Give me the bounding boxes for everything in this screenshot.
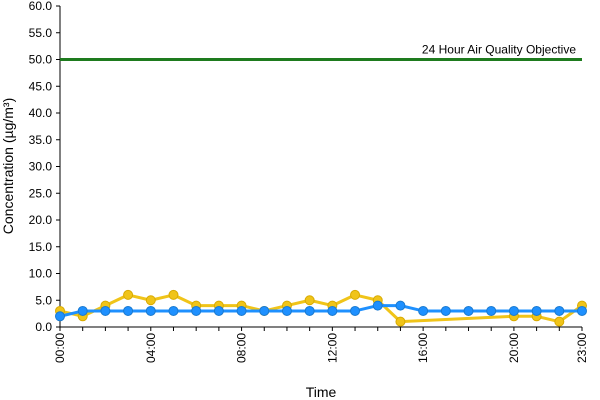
series-2-point: [486, 305, 497, 316]
series-2-point: [236, 305, 247, 316]
series-2-point: [100, 305, 111, 316]
plot-area: 0.0 5.0 10.0 15.0 20.0 25.0 30.0 35.0 40.0 45.0 50…: [29, 0, 589, 363]
series-1-line: [59, 293, 583, 324]
series-1-point: [123, 289, 134, 300]
y-axis-title: Concentration (µg/m³): [0, 98, 16, 234]
y-tick-label: 30.0: [29, 160, 53, 174]
series-1-point: [168, 289, 179, 300]
series-2-line: [59, 304, 582, 318]
series-2-point: [191, 305, 202, 316]
series-2-point: [395, 300, 406, 311]
y-tick-label: 35.0: [29, 133, 53, 147]
series-1-point: [395, 316, 406, 327]
series-2-point: [145, 305, 156, 316]
series-2-point: [304, 305, 315, 316]
series-1-point: [304, 295, 315, 306]
series-1-point: [350, 289, 361, 300]
series-2-point: [372, 300, 383, 311]
x-tick-label: 23:00: [575, 333, 589, 363]
series-2-point: [463, 305, 474, 316]
y-tick-label: 15.0: [29, 240, 53, 254]
x-axis-title: Time: [306, 384, 337, 400]
y-tick-label: 40.0: [29, 106, 53, 120]
x-tick-label: 20:00: [507, 333, 521, 363]
objective-label: 24 Hour Air Quality Objective: [422, 43, 576, 57]
series-2-point: [259, 305, 270, 316]
x-tick-label: 04:00: [144, 333, 158, 363]
series-2-point: [418, 305, 429, 316]
series-2-point: [77, 305, 88, 316]
series-2-point: [554, 305, 565, 316]
y-tick-label: 20.0: [29, 213, 53, 227]
series-2-point: [531, 305, 542, 316]
series-2-point: [55, 311, 65, 322]
series-2-point: [508, 305, 519, 316]
series-1-point: [145, 295, 156, 306]
x-tick-label: 00:00: [53, 333, 67, 363]
y-tick-label: 45.0: [29, 79, 53, 93]
y-tick-label: 0.0: [35, 320, 52, 334]
series-2-point: [213, 305, 224, 316]
x-tick-label: 16:00: [416, 333, 430, 363]
series-2-point: [168, 305, 179, 316]
x-tick-label: 08:00: [235, 333, 249, 363]
series-2-point: [440, 305, 451, 316]
x-tick-label: 12:00: [325, 333, 339, 363]
series-2-point: [123, 305, 134, 316]
y-tick-label: 50.0: [29, 53, 53, 67]
series-2-point: [350, 305, 361, 316]
series-1-point: [554, 316, 565, 327]
y-tick-label: 25.0: [29, 186, 53, 200]
y-tick-label: 60.0: [29, 0, 53, 13]
series-2-point: [281, 305, 292, 316]
y-tick-label: 10.0: [29, 267, 53, 281]
series-2-point: [577, 305, 587, 316]
y-tick-label: 5.0: [35, 293, 52, 307]
y-tick-label: 55.0: [29, 26, 53, 40]
series-2-point: [327, 305, 338, 316]
